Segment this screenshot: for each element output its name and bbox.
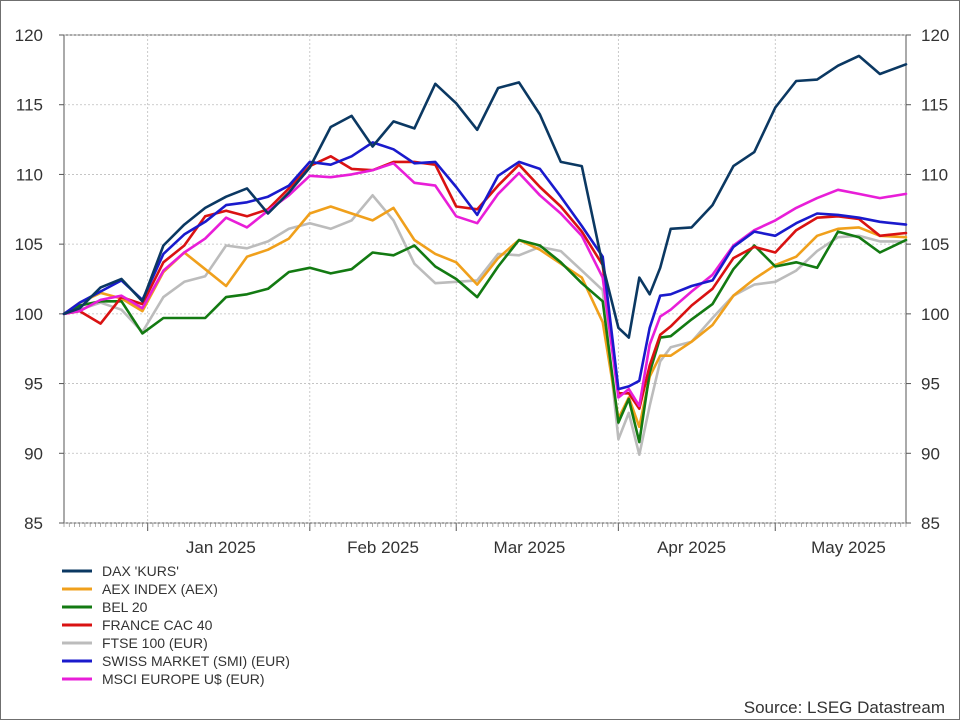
series-line — [62, 205, 908, 429]
axes: 85 85 90 90 95 95 100 100 105 105 110 110 115 115 120 1… — [15, 26, 950, 557]
series-line — [62, 141, 908, 391]
y-tick-label-right: 115 — [921, 96, 948, 115]
y-tick-label-left: 95 — [24, 375, 43, 394]
legend-label: BEL 20 — [102, 599, 148, 615]
y-tick-label-left: 105 — [15, 235, 43, 254]
y-tick-label-left: 120 — [15, 26, 43, 45]
x-tick-label: Jan 2025 — [186, 538, 256, 557]
y-tick-label-right: 85 — [921, 514, 940, 533]
y-tick-label-right: 90 — [921, 444, 940, 463]
series-lines — [62, 54, 908, 457]
y-tick-label-right: 95 — [921, 375, 940, 394]
legend: DAX 'KURS' AEX INDEX (AEX) BEL 20 FRANCE CA… — [62, 563, 290, 687]
x-tick-label: May 2025 — [811, 538, 886, 557]
y-tick-label-left: 100 — [15, 305, 43, 324]
y-tick-label-right: 110 — [921, 165, 948, 184]
legend-label: FRANCE CAC 40 — [102, 617, 213, 633]
series-line — [62, 54, 908, 339]
y-tick-label-left: 90 — [24, 444, 43, 463]
legend-label: MSCI EUROPE U$ (EUR) — [102, 671, 265, 687]
legend-label: AEX INDEX (AEX) — [102, 581, 218, 597]
y-tick-label-left: 115 — [16, 96, 43, 115]
y-tick-label-right: 120 — [921, 26, 949, 45]
legend-label: DAX 'KURS' — [102, 563, 179, 579]
series-line — [62, 155, 908, 411]
x-tick-label: Apr 2025 — [657, 538, 726, 557]
grid-lines — [64, 34, 906, 524]
legend-label: SWISS MARKET (SMI) (EUR) — [102, 653, 290, 669]
y-tick-label-left: 85 — [24, 514, 43, 533]
source-label: Source: LSEG Datastream — [744, 698, 945, 717]
x-tick-label: Feb 2025 — [347, 538, 419, 557]
y-tick-label-left: 110 — [16, 165, 43, 184]
legend-label: FTSE 100 (EUR) — [102, 635, 208, 651]
y-tick-label-right: 105 — [921, 235, 949, 254]
x-tick-label: Mar 2025 — [494, 538, 566, 557]
y-tick-label-right: 100 — [921, 305, 949, 324]
